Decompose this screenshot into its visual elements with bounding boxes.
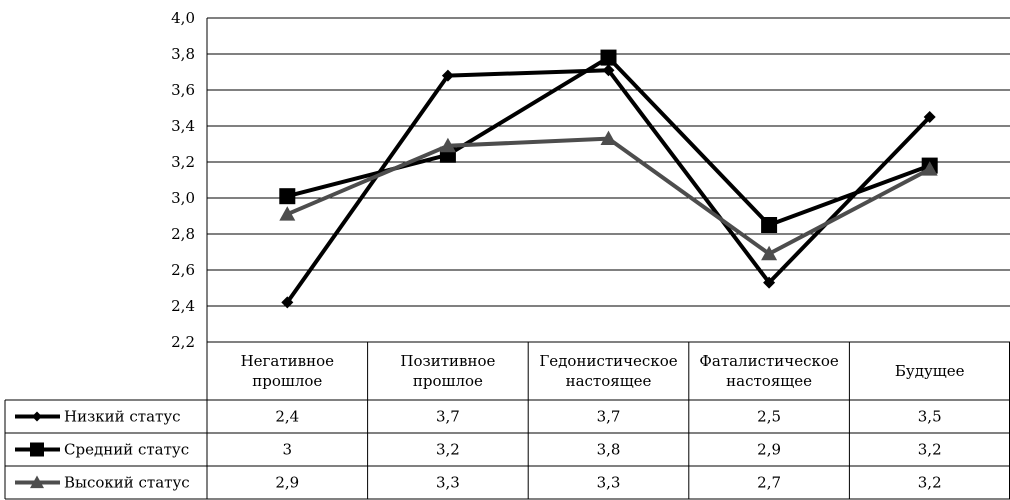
y-tick-label: 3,4 — [171, 117, 195, 135]
table-data-label: 2,4 — [275, 408, 299, 426]
series-line — [285, 68, 932, 304]
data-point-marker — [600, 49, 617, 66]
data-point-marker — [441, 69, 454, 82]
y-axis-tick-labels: 2,2 2,4 2,6 2,8 3,0 3,2 3,4 3,6 3,8 4,0 — [171, 9, 195, 351]
data-point-marker — [921, 161, 938, 176]
y-tick-label: 3,2 — [171, 153, 195, 171]
table-data-label: 3,7 — [436, 408, 460, 426]
data-point-marker — [281, 296, 294, 309]
table-data-label: 3,2 — [436, 441, 460, 459]
legend-key-marker — [30, 442, 44, 457]
gridlines — [206, 17, 1010, 499]
category-header-label: настоящее — [566, 372, 652, 390]
data-point-marker — [279, 188, 296, 205]
category-header-label: Позитивное — [400, 352, 495, 370]
series-line — [286, 136, 931, 256]
data-point-marker — [761, 245, 778, 261]
y-tick-label: 3,6 — [171, 81, 195, 99]
table-data-label: 2,9 — [757, 441, 781, 459]
category-header-label: прошлое — [413, 372, 483, 390]
table-data-label: 3,2 — [918, 441, 942, 459]
data-point-marker — [439, 137, 456, 153]
category-header-label: Будущее — [895, 362, 965, 380]
legend-series-label: Средний статус — [64, 441, 189, 459]
legend-key-marker — [32, 411, 42, 422]
table-data-label: 2,7 — [757, 474, 781, 492]
category-header-label: настоящее — [726, 372, 812, 390]
y-tick-label: 3,0 — [171, 189, 195, 207]
data-point-marker — [279, 206, 296, 221]
table-data-label: 3 — [283, 441, 293, 459]
data-point-marker — [602, 64, 615, 77]
table-data-label: 2,9 — [275, 474, 299, 492]
category-header-label: Негативное — [241, 352, 335, 370]
table-data-label: 3,7 — [597, 408, 621, 426]
data-point-marker — [763, 276, 776, 289]
category-header-label: прошлое — [252, 372, 322, 390]
data-point-marker — [923, 111, 936, 123]
y-tick-label: 2,8 — [171, 225, 195, 243]
legend-series-label: Низкий статус — [64, 408, 181, 426]
y-tick-label: 4,0 — [171, 9, 195, 27]
category-header-label: Гедонистическое — [539, 352, 677, 370]
series-lines — [279, 49, 938, 309]
legend-key-marker — [30, 475, 44, 489]
category-header-label: Фаталистическое — [699, 352, 838, 370]
legend-series-label: Высокий статус — [64, 474, 190, 492]
table-data-label: 3,5 — [918, 408, 942, 426]
y-tick-label: 2,2 — [171, 333, 195, 351]
data-point-marker — [600, 130, 617, 145]
table-data-label: 3,3 — [436, 474, 460, 492]
table-data-label: 3,2 — [918, 474, 942, 492]
data-table: Негативное прошлое Позитивное прошлое Гедони… — [4, 342, 1010, 500]
y-tick-label: 3,8 — [171, 45, 195, 63]
data-point-marker — [761, 217, 778, 233]
table-data-label: 3,8 — [597, 441, 621, 459]
table-data-label: 2,5 — [757, 408, 781, 426]
y-tick-label: 2,6 — [171, 261, 195, 279]
table-data-label: 3,3 — [597, 474, 621, 492]
y-tick-label: 2,4 — [171, 297, 195, 315]
